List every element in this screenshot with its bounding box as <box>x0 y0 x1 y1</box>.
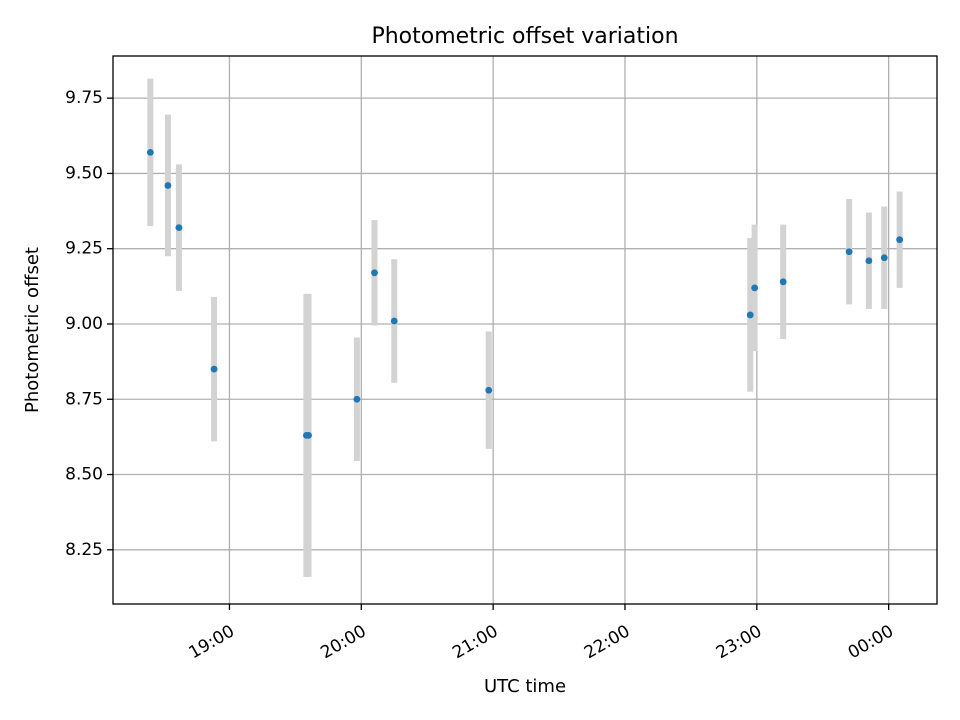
data-point <box>845 248 853 256</box>
y-tick-label: 8.75 <box>65 389 103 409</box>
y-tick-label: 9.75 <box>65 88 103 108</box>
data-point <box>865 257 873 265</box>
data-point <box>880 254 888 262</box>
point-layer <box>146 148 904 439</box>
data-point <box>175 224 183 232</box>
plot-frame <box>112 55 938 605</box>
data-point <box>164 182 172 189</box>
data-point <box>390 317 398 325</box>
y-tick-label: 9.50 <box>65 163 103 183</box>
data-point <box>485 386 493 394</box>
chart-title: Photometric offset variation <box>371 24 678 49</box>
y-tick-label: 8.25 <box>65 540 103 560</box>
data-point <box>210 365 218 373</box>
y-tick-label: 9.00 <box>65 314 103 334</box>
data-point <box>146 148 154 156</box>
data-point <box>371 269 378 277</box>
data-point <box>896 236 904 244</box>
data-point <box>751 284 759 292</box>
x-axis-label: UTC time <box>484 676 566 697</box>
data-point <box>353 395 361 403</box>
data-point <box>779 278 787 286</box>
y-tick-label: 9.25 <box>65 239 103 259</box>
y-axis-label: Photometric offset <box>22 247 43 413</box>
data-point <box>746 311 754 319</box>
y-tick-label: 8.50 <box>65 465 103 485</box>
data-point <box>305 431 312 439</box>
